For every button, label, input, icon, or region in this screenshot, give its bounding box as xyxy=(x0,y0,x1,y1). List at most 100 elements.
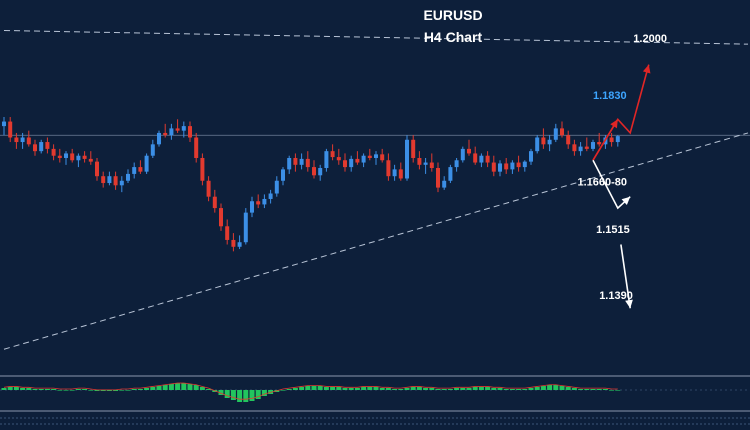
macd-bar xyxy=(255,390,261,399)
candle xyxy=(212,189,217,213)
macd-bar xyxy=(261,390,267,396)
candle-body xyxy=(57,155,62,158)
candle xyxy=(336,148,341,165)
candle-body xyxy=(584,146,589,149)
candle-body xyxy=(330,151,335,158)
macd-bar xyxy=(168,384,174,390)
macd-bar xyxy=(578,389,584,390)
candle-body xyxy=(597,142,602,145)
candle-body xyxy=(45,142,50,149)
candle-body xyxy=(591,142,595,149)
candle xyxy=(126,169,130,184)
candle-body xyxy=(212,196,217,209)
candle xyxy=(70,148,75,163)
candle-body xyxy=(566,135,571,145)
candle xyxy=(33,139,37,156)
candle-body xyxy=(126,173,130,181)
candle xyxy=(380,148,385,163)
macd-bar xyxy=(82,389,88,390)
candle-body xyxy=(510,162,515,170)
price-annotation: 1.1830 xyxy=(593,90,627,102)
candle-body xyxy=(219,208,223,227)
macd-bar xyxy=(280,390,286,391)
macd-bar xyxy=(292,388,298,390)
projection-down-arrow-1390-head xyxy=(625,299,633,309)
candle xyxy=(448,164,453,184)
candle xyxy=(256,194,261,209)
candle-body xyxy=(194,137,199,158)
candle-body xyxy=(287,157,292,170)
macd-bar xyxy=(547,385,553,390)
projections-layer xyxy=(592,64,651,309)
macd-bar xyxy=(454,388,460,390)
candle-body xyxy=(485,155,490,163)
macd-layer xyxy=(1,382,621,402)
price-annotation: 1.1660-80 xyxy=(578,176,628,188)
candle-body xyxy=(119,180,124,186)
candle xyxy=(510,160,515,174)
candle-body xyxy=(243,212,248,243)
candle xyxy=(386,153,391,181)
macd-bar xyxy=(503,389,509,390)
candle-body xyxy=(225,226,230,240)
macd-signal-line xyxy=(3,382,618,400)
macd-bar xyxy=(243,390,249,402)
macd-bar xyxy=(249,390,255,401)
projection-up-arrow-1830-head xyxy=(610,119,618,129)
candle-body xyxy=(2,121,6,127)
macd-bar xyxy=(38,389,44,390)
candle xyxy=(398,162,403,181)
macd-bar xyxy=(286,389,292,390)
candle xyxy=(442,176,447,190)
candle xyxy=(504,157,509,174)
macd-bar xyxy=(361,387,367,390)
candle xyxy=(597,132,602,147)
candle-body xyxy=(188,126,192,138)
candle-body xyxy=(411,139,416,158)
candle-body xyxy=(516,162,521,168)
candle-body xyxy=(479,155,484,163)
macd-bar xyxy=(342,388,348,390)
candle-body xyxy=(448,167,453,181)
macd-bar xyxy=(32,389,38,390)
macd-bar xyxy=(69,390,75,391)
candle-body xyxy=(392,169,397,177)
projection-down-arrow-1390-path xyxy=(620,244,631,309)
candle xyxy=(132,162,137,179)
macd-bar xyxy=(63,390,69,391)
candle-body xyxy=(522,161,527,168)
candle xyxy=(206,176,211,202)
macd-bar xyxy=(156,386,162,390)
macd-bar xyxy=(106,390,112,391)
candle-body xyxy=(417,157,422,165)
candle xyxy=(281,167,285,186)
candle xyxy=(423,157,428,174)
candle xyxy=(516,155,521,172)
candle xyxy=(522,160,527,172)
price-annotation: 1.2000 xyxy=(633,33,667,45)
candle xyxy=(57,148,62,163)
candle-body xyxy=(572,144,577,152)
candle-body xyxy=(541,137,546,145)
candle-body xyxy=(442,180,447,188)
candle-body xyxy=(312,167,316,176)
candle xyxy=(454,157,459,172)
candle-body xyxy=(64,153,68,158)
candle xyxy=(287,155,292,174)
candle-body xyxy=(535,137,540,152)
candle xyxy=(467,139,471,156)
candle xyxy=(88,151,93,165)
candle xyxy=(355,151,360,165)
macd-bar xyxy=(466,388,472,390)
macd-bar xyxy=(218,390,224,395)
candle-body xyxy=(26,137,31,145)
candle-body xyxy=(299,158,304,165)
macd-bar xyxy=(392,389,398,390)
candle xyxy=(107,171,112,186)
candle-body xyxy=(504,163,509,170)
macd-bar xyxy=(398,389,404,390)
candle-body xyxy=(95,161,99,177)
macd-bar xyxy=(447,389,453,390)
candle xyxy=(417,151,422,170)
macd-bar xyxy=(416,387,422,390)
